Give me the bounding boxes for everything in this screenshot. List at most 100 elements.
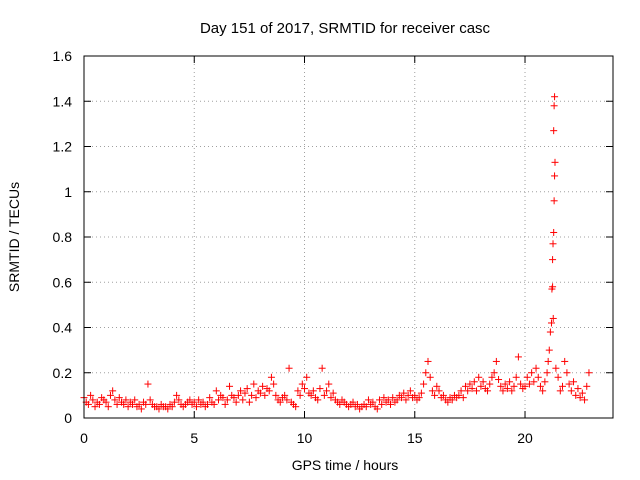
- data-point: [550, 127, 558, 135]
- data-point: [173, 391, 181, 399]
- data-point: [506, 378, 514, 386]
- data-point: [486, 380, 494, 388]
- data-point: [336, 400, 344, 408]
- data-point: [561, 357, 569, 365]
- data-point: [585, 369, 593, 377]
- data-point: [203, 400, 211, 408]
- data-point: [327, 394, 335, 402]
- data-point: [552, 364, 560, 372]
- data-point: [307, 391, 315, 399]
- data-point: [523, 373, 531, 381]
- data-point: [512, 373, 520, 381]
- data-point: [102, 398, 110, 406]
- data-point: [215, 396, 223, 404]
- data-point: [303, 373, 311, 381]
- y-tick-label: 0.8: [53, 229, 73, 245]
- data-point: [574, 385, 582, 393]
- data-point: [195, 396, 203, 404]
- data-point: [499, 387, 507, 395]
- data-point: [459, 394, 467, 402]
- data-point: [144, 380, 152, 388]
- data-point: [210, 400, 218, 408]
- data-point: [404, 391, 412, 399]
- data-point: [272, 391, 280, 399]
- x-axis-label: GPS time / hours: [292, 457, 399, 473]
- x-tick-label: 5: [190, 430, 198, 446]
- data-point: [556, 387, 564, 395]
- data-point: [530, 378, 538, 386]
- data-point: [243, 385, 251, 393]
- data-point: [230, 394, 238, 402]
- data-point: [581, 396, 589, 404]
- y-tick-label: 1.2: [53, 139, 73, 155]
- data-point: [186, 396, 194, 404]
- data-point: [245, 398, 253, 406]
- data-point: [212, 387, 220, 395]
- data-point: [576, 394, 584, 402]
- data-point: [510, 382, 518, 390]
- data-point: [380, 394, 388, 402]
- data-point: [389, 394, 397, 402]
- data-point: [234, 391, 242, 399]
- data-point: [490, 369, 498, 377]
- data-point: [508, 387, 516, 395]
- grid-lines: [84, 56, 613, 418]
- data-point: [104, 403, 112, 411]
- data-point: [362, 403, 370, 411]
- data-point: [175, 396, 183, 404]
- chart-title: Day 151 of 2017, SRMTID for receiver cas…: [200, 20, 491, 37]
- data-point: [252, 394, 260, 402]
- x-tick-label: 0: [80, 430, 88, 446]
- y-axis-ticks: 0 0.2 0.4 0.6 0.8 1 1.2 1.4 1.6: [53, 48, 613, 426]
- data-point: [550, 102, 558, 110]
- data-point: [369, 398, 377, 406]
- data-point: [470, 378, 478, 386]
- y-tick-label: 0.2: [53, 365, 73, 381]
- data-point: [261, 391, 269, 399]
- data-point: [241, 389, 249, 397]
- data-point: [534, 373, 542, 381]
- data-point: [190, 398, 198, 406]
- data-point: [111, 396, 119, 404]
- data-point: [411, 391, 419, 399]
- data-point: [448, 396, 456, 404]
- data-point: [398, 394, 406, 402]
- data-point: [109, 387, 117, 395]
- data-point: [549, 314, 557, 322]
- data-point: [87, 391, 95, 399]
- data-point: [226, 382, 234, 390]
- data-point: [544, 357, 552, 365]
- data-point: [563, 369, 571, 377]
- data-point: [89, 396, 97, 404]
- data-point: [461, 382, 469, 390]
- data-point: [559, 382, 567, 390]
- data-point: [265, 387, 273, 395]
- data-point: [223, 396, 231, 404]
- data-point: [415, 394, 423, 402]
- data-point: [484, 387, 492, 395]
- data-point: [550, 197, 558, 205]
- data-point: [239, 396, 247, 404]
- y-tick-label: 1.6: [53, 48, 73, 64]
- data-point: [120, 400, 128, 408]
- data-point: [142, 400, 150, 408]
- data-point: [248, 391, 256, 399]
- y-tick-label: 0.4: [53, 320, 73, 336]
- data-point: [431, 391, 439, 399]
- data-point: [488, 373, 496, 381]
- data-point: [137, 405, 145, 413]
- y-tick-label: 0.6: [53, 274, 73, 290]
- data-point: [543, 369, 551, 377]
- data-point: [113, 400, 121, 408]
- data-point: [206, 394, 214, 402]
- data-point: [567, 387, 575, 395]
- data-point: [364, 396, 372, 404]
- data-point: [309, 387, 317, 395]
- data-point: [426, 373, 434, 381]
- data-point: [532, 364, 540, 372]
- data-point: [578, 389, 586, 397]
- data-point: [406, 387, 414, 395]
- data-point: [424, 357, 432, 365]
- data-point: [539, 387, 547, 395]
- y-tick-label: 1.4: [53, 93, 73, 109]
